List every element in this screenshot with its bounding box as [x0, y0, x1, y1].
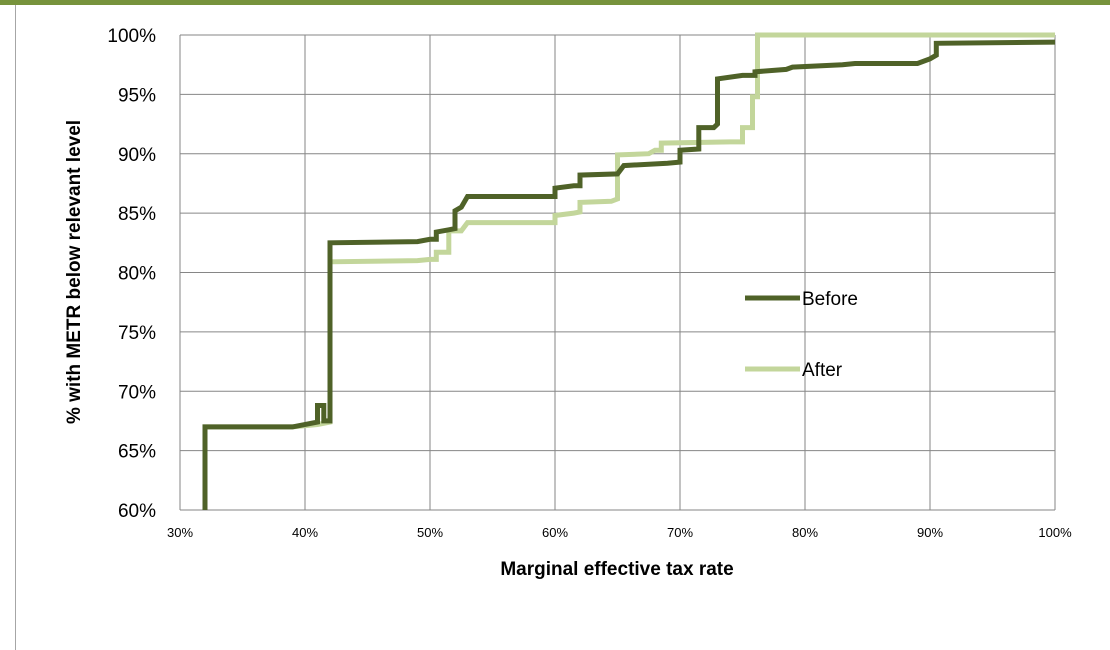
top-border — [0, 0, 1110, 5]
chart-legend: Before After — [745, 289, 858, 381]
y-tick-label: 95% — [118, 85, 156, 106]
y-tick-label: 80% — [118, 264, 156, 285]
y-tick-label: 70% — [118, 382, 156, 403]
x-tick-label: 50% — [417, 525, 443, 540]
y-tick-label: 100% — [107, 26, 156, 47]
legend-label-after: After — [802, 360, 843, 381]
x-tick-label: 70% — [667, 525, 693, 540]
chart-series — [202, 32, 1056, 510]
chart-grid — [179, 34, 1056, 511]
x-tick-label: 90% — [917, 525, 943, 540]
y-tick-label: 90% — [118, 145, 156, 166]
x-axis-title: Marginal effective tax rate — [500, 559, 733, 580]
series-line-after — [202, 32, 1055, 510]
y-tick-label: 65% — [118, 442, 156, 463]
x-tick-label: 40% — [292, 525, 318, 540]
x-tick-label: 30% — [167, 525, 193, 540]
x-tick-label: 60% — [542, 525, 568, 540]
legend-label-before: Before — [802, 289, 858, 310]
y-tick-label: 60% — [118, 501, 156, 522]
x-tick-label: 100% — [1038, 525, 1072, 540]
x-tick-label: 80% — [792, 525, 818, 540]
chart-axes: 30% 40% 50% 60% 70% 80% 90% 100% 60% 65% 70% 75% 80%… — [107, 26, 1072, 540]
y-tick-label: 75% — [118, 323, 156, 344]
y-axis-title: % with METR below relevant level — [64, 120, 85, 424]
left-border — [15, 5, 16, 650]
series-line-before — [202, 39, 1056, 510]
y-tick-label: 85% — [118, 204, 156, 225]
